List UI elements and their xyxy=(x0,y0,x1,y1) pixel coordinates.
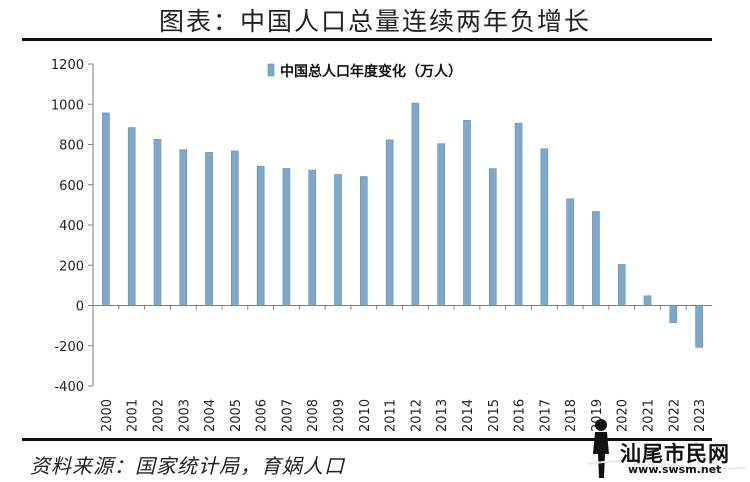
y-tick-labels: -400 -200 0 200 400 600 800 1000 1200 xyxy=(51,58,84,395)
x-tick-label: 2007 xyxy=(280,399,295,432)
x-tick-label: 2001 xyxy=(126,399,141,432)
x-tick-label: 2012 xyxy=(409,399,424,432)
chart-bars xyxy=(102,102,703,348)
x-tick-label: 2000 xyxy=(100,399,115,432)
bar-2001 xyxy=(127,127,136,306)
page-title: 图表：中国人口总量连续两年负增长 xyxy=(158,7,591,36)
x-tick-label: 2002 xyxy=(151,399,166,432)
bar-2020 xyxy=(617,264,626,306)
bar-2019 xyxy=(592,211,600,306)
bottom-rule xyxy=(22,438,712,441)
watermark-text: 汕尾市民网 xyxy=(620,441,730,466)
y-tick-label: 600 xyxy=(59,179,84,194)
x-tick-label: 2010 xyxy=(358,399,373,432)
bar-2005 xyxy=(231,150,239,306)
bar-2010 xyxy=(360,176,368,306)
y-tick-label: 1000 xyxy=(51,98,84,113)
bar-2011 xyxy=(385,139,394,306)
bar-2013 xyxy=(437,143,445,306)
y-tick-label: 1200 xyxy=(51,58,84,73)
bar-2015 xyxy=(488,168,497,306)
bar-2002 xyxy=(153,138,162,306)
x-tick-label: 2009 xyxy=(332,399,347,432)
bar-2018 xyxy=(566,198,574,306)
x-tick-label: 2014 xyxy=(461,399,476,432)
bar-2022 xyxy=(669,305,678,323)
chart-axes xyxy=(88,63,712,387)
x-tick-label: 2023 xyxy=(693,399,708,432)
legend-swatch xyxy=(267,63,275,77)
x-tick-label: 2006 xyxy=(255,399,270,432)
x-tick-label: 2011 xyxy=(384,399,399,432)
watermark-figure-icon xyxy=(587,419,747,478)
x-tick-label: 2017 xyxy=(538,399,553,432)
x-tick-label: 2022 xyxy=(667,399,682,432)
y-tick-label: 0 xyxy=(76,300,84,315)
y-tick-label: 400 xyxy=(59,219,84,234)
x-tick-label: 2003 xyxy=(177,399,192,432)
bar-2003 xyxy=(179,149,188,306)
bar-2009 xyxy=(334,174,342,306)
x-tick-label: 2018 xyxy=(564,399,579,432)
x-tick-label: 2020 xyxy=(616,399,631,432)
x-tick-label: 2016 xyxy=(513,399,528,432)
x-tick-label: 2004 xyxy=(203,399,218,432)
x-tick-label: 2005 xyxy=(229,399,244,432)
watermark-url: www.swsm.net xyxy=(628,463,722,476)
bar-2004 xyxy=(205,152,213,306)
x-tick-label: 2015 xyxy=(487,399,502,432)
legend-label: 中国总人口年度变化（万人） xyxy=(280,63,462,80)
bar-2000 xyxy=(102,112,110,306)
x-tick-label: 2013 xyxy=(435,399,450,432)
bar-2021 xyxy=(643,295,652,306)
bar-2006 xyxy=(256,165,265,306)
bar-2016 xyxy=(514,122,523,306)
x-tick-label: 2008 xyxy=(306,399,321,432)
y-tick-label: -400 xyxy=(54,380,84,395)
x-tick-labels: 2000 2001 2002 2003 2004 2005 2006 2007 2008 2009… xyxy=(100,399,708,432)
bar-2017 xyxy=(540,148,549,306)
source-note: 资料来源：国家统计局，育娲人口 xyxy=(30,454,345,478)
x-tick-label: 2021 xyxy=(642,399,657,432)
bar-2008 xyxy=(308,169,317,306)
y-tick-label: -200 xyxy=(54,340,84,355)
bar-2023 xyxy=(695,305,703,348)
bar-2007 xyxy=(282,168,291,306)
bar-2014 xyxy=(463,120,471,306)
chart-legend: 中国总人口年度变化（万人） xyxy=(267,63,462,80)
y-tick-label: 800 xyxy=(59,139,84,154)
y-tick-label: 200 xyxy=(59,259,84,274)
top-rule xyxy=(22,38,712,41)
bar-2012 xyxy=(411,102,420,306)
